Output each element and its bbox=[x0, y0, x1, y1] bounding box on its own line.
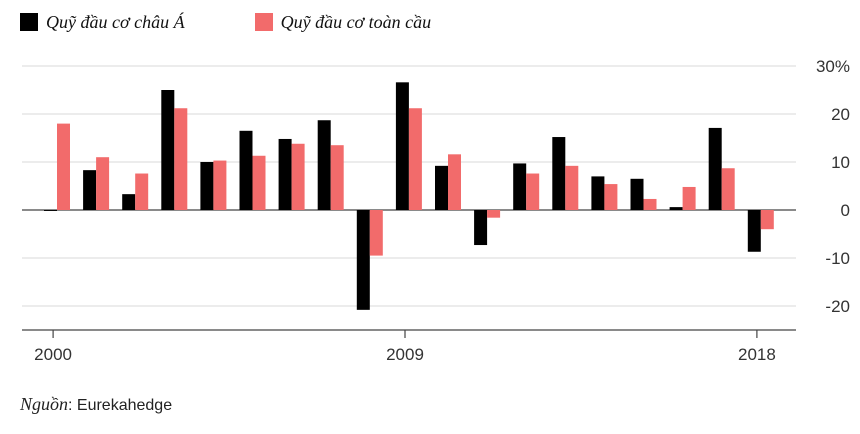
bar-global-2013 bbox=[565, 165, 579, 210]
bar-asia-2007 bbox=[317, 120, 331, 210]
legend-swatch-asia bbox=[20, 13, 38, 31]
source-note: Nguồn: Eurekahedge bbox=[20, 394, 172, 415]
y-tick-label: 0 bbox=[841, 201, 850, 220]
bar-asia-2001 bbox=[83, 170, 97, 210]
bar-global-2015 bbox=[643, 198, 657, 210]
legend-label-asia: Quỹ đầu cơ châu Á bbox=[46, 11, 185, 32]
bar-asia-2003 bbox=[161, 90, 175, 210]
legend-item-global: Quỹ đầu cơ toàn cầu bbox=[254, 11, 432, 33]
legend-item-asia: Quỹ đầu cơ châu Á bbox=[20, 12, 185, 33]
bar-asia-2008 bbox=[356, 210, 370, 310]
bar-global-2010 bbox=[448, 154, 461, 210]
bar-asia-2011 bbox=[474, 210, 488, 246]
bar-asia-2015 bbox=[630, 178, 644, 210]
y-tick-labels: 30% 20 10 0 -10 -20 bbox=[816, 57, 850, 316]
bar-global-2016 bbox=[682, 186, 696, 210]
bar-global-2014 bbox=[604, 184, 618, 210]
bar-global-2001 bbox=[96, 157, 110, 210]
bar-asia-2009 bbox=[395, 82, 409, 210]
bar-asia-2004 bbox=[200, 162, 214, 210]
bar-global-2004 bbox=[213, 160, 227, 210]
bar-asia-2017 bbox=[708, 127, 722, 210]
bar-asia-2010 bbox=[435, 165, 448, 210]
bar-asia-2016 bbox=[669, 207, 683, 210]
bar-global-2005 bbox=[252, 155, 266, 210]
bar-asia-2014 bbox=[591, 176, 605, 210]
bar-global-2003 bbox=[174, 108, 188, 210]
bar-asia-2002 bbox=[122, 194, 136, 210]
x-tick-label: 2000 bbox=[34, 345, 72, 364]
y-tick-label: -10 bbox=[825, 249, 850, 268]
bar-global-2002 bbox=[135, 173, 149, 210]
source-text: : Eurekahedge bbox=[68, 397, 173, 414]
bar-global-2017 bbox=[721, 168, 735, 210]
x-tick-labels: 2000 2009 2018 bbox=[34, 330, 776, 364]
y-tick-label: -20 bbox=[825, 297, 850, 316]
x-tick-label: 2018 bbox=[738, 345, 776, 364]
bar-asia-2006 bbox=[278, 138, 292, 210]
bar-asia-2013 bbox=[552, 137, 566, 210]
legend-label-global: Quỹ đầu cơ toàn cầu bbox=[280, 11, 432, 32]
legend: Quỹ đầu cơ châu Á Quỹ đầu cơ toàn cầu bbox=[20, 10, 501, 34]
bar-asia-2018 bbox=[747, 210, 761, 252]
legend-swatch-global bbox=[254, 13, 273, 31]
bar-global-2006 bbox=[291, 143, 305, 210]
bar-global-2012 bbox=[526, 173, 540, 210]
bar-global-2000 bbox=[57, 123, 70, 210]
y-tick-label: 30% bbox=[816, 57, 850, 76]
bar-asia-2000 bbox=[44, 210, 57, 211]
bar-asia-2005 bbox=[239, 130, 253, 210]
bar-global-2011 bbox=[487, 210, 501, 218]
bar-global-2018 bbox=[760, 210, 774, 230]
source-prefix: Nguồn bbox=[20, 394, 69, 414]
bars bbox=[44, 82, 774, 310]
bar-global-2009 bbox=[408, 108, 422, 210]
x-tick-label: 2009 bbox=[386, 345, 424, 364]
bar-global-2007 bbox=[330, 145, 344, 210]
bar-asia-2012 bbox=[513, 163, 527, 210]
y-tick-label: 20 bbox=[831, 105, 850, 124]
y-tick-label: 10 bbox=[831, 153, 850, 172]
bar-global-2008 bbox=[369, 210, 383, 256]
